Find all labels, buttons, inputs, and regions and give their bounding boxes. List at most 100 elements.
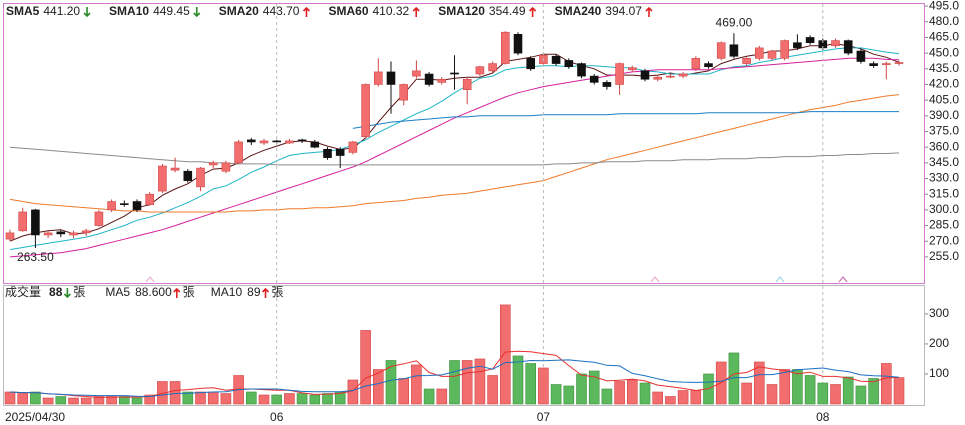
ma-line	[9, 359, 900, 398]
legend-value: 354.49	[489, 4, 526, 18]
volume-bar	[499, 304, 511, 405]
candle-body	[348, 141, 358, 153]
legend-value: 441.20	[43, 4, 80, 18]
candle-body	[500, 31, 510, 64]
volume-bar	[842, 376, 854, 405]
y-tick-label: 390.0	[929, 108, 959, 122]
volume-bar	[830, 384, 841, 405]
volume-bar	[398, 378, 410, 405]
legend-value: 443.70	[263, 4, 300, 18]
event-marker	[145, 276, 155, 283]
candle-body	[754, 47, 764, 59]
volume-bar	[80, 397, 92, 405]
candle-body	[297, 139, 307, 142]
y-tick-label: 405.0	[929, 92, 959, 106]
volume-bar	[880, 363, 892, 405]
volume-bar	[766, 384, 778, 405]
volume-bar	[626, 379, 638, 405]
x-tick-label: 2025/04/30	[5, 410, 65, 424]
y-tick-label: 300.0	[929, 202, 959, 216]
volume-bar	[258, 394, 270, 405]
y-tick-label: 450.0	[929, 45, 959, 59]
event-marker	[775, 276, 785, 283]
candle-body	[653, 76, 663, 80]
candle-body	[335, 148, 345, 156]
candle-body	[323, 148, 332, 158]
legend-name: MA5	[105, 285, 130, 299]
volume-bar	[119, 396, 130, 405]
volume-bar	[665, 396, 676, 405]
candle-body	[589, 75, 599, 83]
y-tick-label: 100	[929, 366, 949, 380]
volume-bar	[144, 394, 155, 405]
volume-bar	[195, 391, 206, 405]
y-tick-label: 435.0	[929, 61, 959, 75]
candle-body	[843, 40, 853, 54]
y-tick-label: 465.0	[929, 30, 959, 44]
volume-bar	[322, 393, 333, 405]
legend-name: SMA20	[219, 4, 259, 18]
candle-body	[18, 211, 28, 232]
candle-body	[805, 37, 815, 43]
volume-bar	[652, 391, 664, 405]
candle-body	[285, 140, 294, 144]
volume-bar	[690, 390, 702, 405]
legend-value: 449.45	[153, 4, 190, 18]
candle-body	[81, 230, 91, 234]
candle-body	[208, 162, 218, 166]
volume-bar	[68, 397, 79, 405]
y-tick-label: 200	[929, 336, 949, 350]
candle-body	[551, 55, 561, 64]
candle-body	[869, 63, 878, 66]
volume-bar	[779, 369, 791, 405]
volume-bar	[131, 397, 143, 405]
y-tick-label: 255.0	[929, 249, 959, 263]
candle-body	[856, 50, 866, 62]
trend-arrow	[261, 287, 270, 298]
candle-body	[729, 44, 739, 57]
legend-value: 410.32	[373, 4, 410, 18]
candle-body	[234, 141, 243, 164]
volume-bar	[855, 385, 867, 405]
volume-bar	[207, 391, 219, 405]
price-panel	[3, 3, 925, 284]
legend-name: SMA120	[438, 4, 485, 18]
trend-arrow	[193, 7, 201, 18]
y-tick-label: 420.0	[929, 77, 959, 91]
volume-bar	[449, 360, 460, 405]
annotation: 263.50	[17, 250, 54, 264]
candle-body	[704, 63, 713, 68]
candle-body	[627, 67, 637, 71]
trend-arrow	[412, 6, 420, 17]
candle-body	[564, 60, 574, 68]
candle-body	[793, 42, 802, 49]
candle-body	[56, 231, 66, 235]
volume-bar	[601, 388, 613, 405]
legend-name: SMA5	[6, 4, 40, 18]
volume-bar	[588, 370, 600, 405]
volume-bar	[284, 393, 295, 405]
candle-body	[462, 78, 472, 90]
candle-body	[386, 71, 396, 85]
candle-body	[780, 40, 790, 59]
ma-line	[9, 350, 900, 398]
volume-bar	[576, 373, 587, 405]
volume-bar	[538, 367, 549, 405]
volume-bar	[271, 394, 283, 405]
candle-body	[373, 71, 383, 85]
volume-bar	[423, 388, 435, 405]
annotation: 469.00	[716, 15, 753, 29]
volume-bar	[639, 382, 651, 405]
volume-bar	[411, 364, 422, 405]
candle-body	[183, 170, 193, 181]
volume-bar	[182, 391, 194, 405]
ma-line	[9, 57, 900, 258]
event-marker	[838, 276, 848, 283]
volume-bar	[563, 385, 575, 405]
candle-body	[247, 139, 256, 143]
candle-body	[666, 75, 675, 78]
volume-bar	[677, 390, 689, 405]
candle-body	[831, 40, 840, 47]
candle-body	[272, 140, 282, 143]
